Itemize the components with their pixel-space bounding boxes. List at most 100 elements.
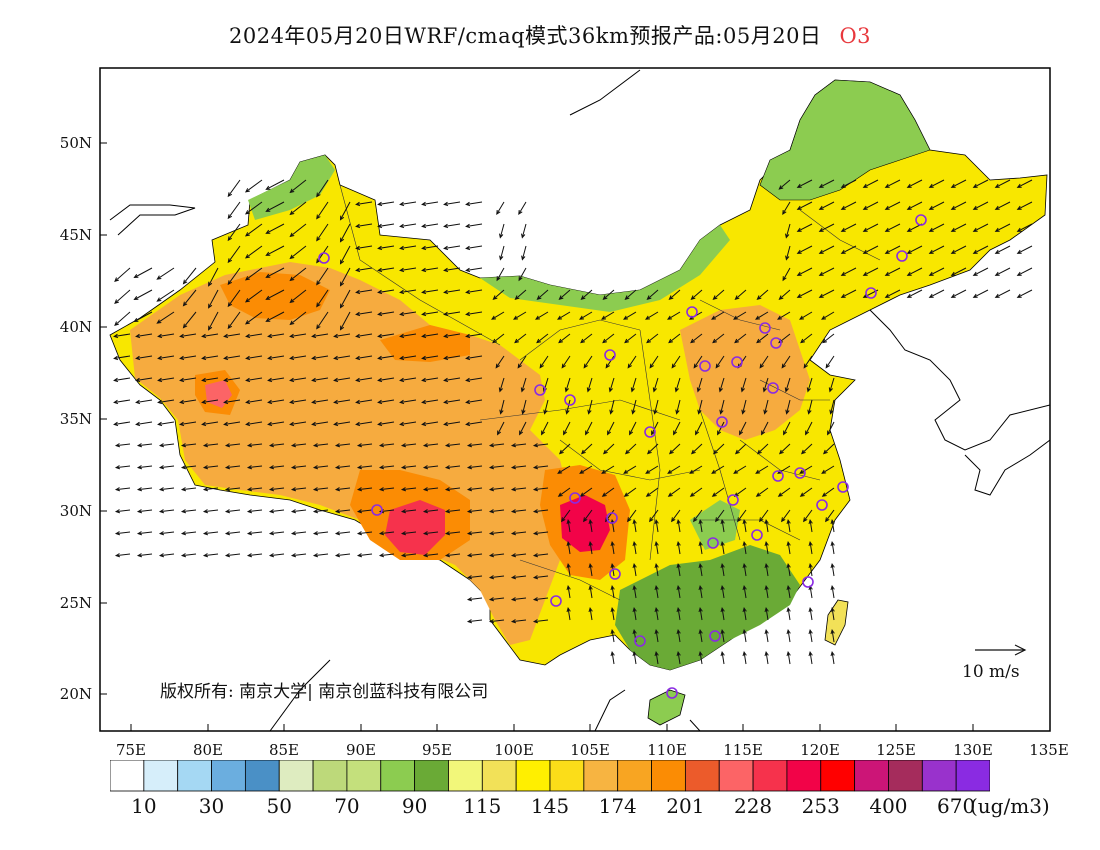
- wind-arrow: [290, 465, 307, 470]
- wind-arrow: [840, 289, 857, 298]
- wind-arrow: [645, 487, 659, 497]
- wind-arrow: [356, 509, 373, 514]
- wind-arrow: [316, 289, 329, 308]
- wind-arrow: [333, 399, 351, 405]
- wind-arrow: [202, 553, 219, 558]
- wind-arrow: [715, 355, 725, 369]
- wind-arrow: [157, 333, 175, 339]
- wind-arrow: [822, 443, 835, 455]
- wind-arrow: [179, 355, 197, 361]
- wind-arrow: [466, 553, 483, 558]
- wind-arrow: [808, 606, 813, 621]
- wind-arrow: [818, 179, 835, 188]
- wind-arrow: [667, 465, 681, 474]
- wind-arrow: [563, 421, 571, 436]
- wind-arrow: [579, 487, 593, 497]
- wind-arrow: [421, 377, 439, 383]
- wind-arrow: [465, 201, 483, 207]
- lon-tick-label: 135E: [1029, 741, 1069, 759]
- wind-arrow: [136, 531, 153, 536]
- wind-arrow: [443, 333, 461, 339]
- wind-arrow: [400, 487, 417, 492]
- wind-arrow: [492, 333, 505, 344]
- wind-arrow: [495, 355, 505, 369]
- wind-arrow: [1016, 245, 1033, 254]
- wind-arrow: [532, 619, 549, 624]
- wind-arrow: [421, 289, 439, 295]
- wind-arrow: [289, 311, 307, 326]
- wind-arrow: [718, 377, 725, 393]
- wind-arrow: [734, 333, 747, 344]
- colorbar-label: 115: [463, 794, 502, 818]
- wind-arrow: [488, 553, 505, 558]
- wind-arrow: [818, 289, 835, 298]
- wind-arrow: [742, 650, 747, 665]
- wind-arrow: [399, 267, 417, 273]
- wind-arrow: [950, 267, 967, 276]
- wind-arrow: [156, 289, 175, 302]
- wind-arrow: [179, 333, 197, 339]
- wind-arrow: [224, 531, 241, 536]
- wind-arrow: [830, 650, 835, 665]
- wind-arrow: [289, 201, 307, 216]
- wind-arrow: [510, 531, 527, 536]
- wind-arrow: [491, 311, 505, 320]
- wind-arrow: [316, 311, 329, 330]
- wind-arrow: [588, 518, 593, 533]
- wind-arrow: [289, 223, 307, 238]
- wind-arrow: [884, 201, 901, 210]
- wind-arrow: [180, 465, 197, 470]
- russia-coast: [569, 69, 641, 116]
- wind-arrow: [223, 355, 241, 361]
- wind-arrow: [821, 311, 835, 320]
- wind-arrow: [223, 333, 241, 339]
- wind-arrow: [566, 606, 571, 621]
- wind-arrow: [1016, 289, 1033, 298]
- wind-arrow: [444, 509, 461, 514]
- wind-arrow: [972, 179, 989, 188]
- lon-tick-label: 80E: [193, 741, 223, 759]
- wind-arrow: [653, 399, 659, 415]
- wind-arrow: [808, 518, 813, 533]
- wind-arrow: [654, 584, 659, 599]
- lon-axis: 75E 80E 85E 90E 95E 100E 105E 110E 115E …: [116, 741, 1069, 759]
- wind-arrow: [355, 355, 373, 361]
- wind-arrow: [566, 518, 571, 533]
- wind-arrow: [671, 509, 681, 523]
- wind-arrow: [289, 399, 307, 405]
- wind-arrow: [972, 245, 989, 254]
- wind-arrow: [645, 465, 659, 474]
- wind-arrow: [333, 355, 351, 361]
- wind-arrow: [928, 245, 945, 254]
- wind-arrow: [399, 399, 417, 405]
- wind-arrow: [244, 201, 263, 215]
- wind-arrow: [610, 606, 615, 621]
- wind-arrow: [289, 355, 307, 361]
- wind-arrow: [339, 223, 351, 243]
- wind-arrow: [377, 333, 395, 339]
- wind-arrow: [928, 223, 945, 232]
- wind-arrow: [208, 267, 219, 287]
- wind-arrow: [400, 531, 417, 536]
- colorbar-label: 90: [401, 794, 428, 818]
- wind-arrow: [377, 377, 395, 383]
- wind-arrow: [421, 311, 439, 317]
- wind-arrow: [667, 311, 681, 320]
- wind-arrow: [180, 553, 197, 558]
- wind-arrow: [676, 650, 681, 665]
- wind-arrow: [443, 223, 461, 229]
- wind-arrow: [884, 223, 901, 232]
- wind-arrow: [158, 553, 175, 558]
- wind-arrow: [135, 421, 153, 427]
- wind-arrow: [443, 201, 461, 207]
- wind-arrow: [778, 289, 791, 300]
- wind-arrow: [762, 377, 769, 393]
- wind-arrow: [654, 628, 659, 643]
- wind-arrow: [796, 179, 813, 188]
- wind-arrow: [246, 465, 263, 470]
- wind-arrow: [928, 201, 945, 210]
- station-marker: [716, 416, 728, 428]
- wind-arrow: [399, 201, 417, 207]
- station-marker: [569, 492, 581, 504]
- wind-arrow: [715, 509, 725, 523]
